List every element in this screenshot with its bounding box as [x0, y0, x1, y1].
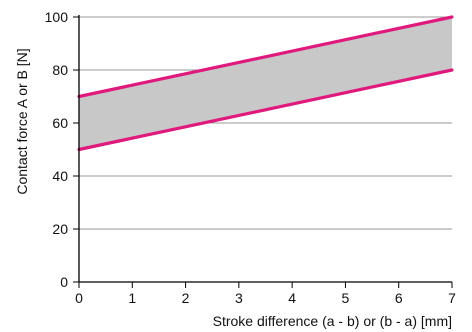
y-tick-label-60: 60	[52, 115, 68, 131]
x-tick-label-4: 4	[288, 290, 296, 306]
series-line-1	[77, 15, 454, 99]
axis-layer	[78, 15, 452, 283]
x-tick-label-0: 0	[75, 290, 83, 306]
series-layer	[77, 15, 454, 152]
y-tick-label-100: 100	[45, 9, 69, 25]
x-tick-label-2: 2	[182, 290, 190, 306]
x-tick-label-3: 3	[235, 290, 243, 306]
y-tick-label-20: 20	[52, 221, 68, 237]
band-layer	[79, 17, 452, 150]
y-tick-label-0: 0	[60, 274, 68, 290]
y-tick-label-80: 80	[52, 62, 68, 78]
series-line-2	[77, 68, 454, 152]
x-tick-label-6: 6	[395, 290, 403, 306]
y-axis-title: Contact force A or B [N]	[14, 48, 30, 194]
y-tick-label-40: 40	[52, 168, 68, 184]
x-axis-title: Stroke difference (a - b) or (b - a) [mm…	[213, 313, 452, 329]
x-tick-label-1: 1	[128, 290, 136, 306]
tick-layer: 0 1 2 3 4 5 6 7 0 20 40 60 80 100	[45, 9, 456, 306]
x-tick-label-5: 5	[342, 290, 350, 306]
band-area	[79, 17, 452, 150]
x-tick-label-7: 7	[448, 290, 456, 306]
